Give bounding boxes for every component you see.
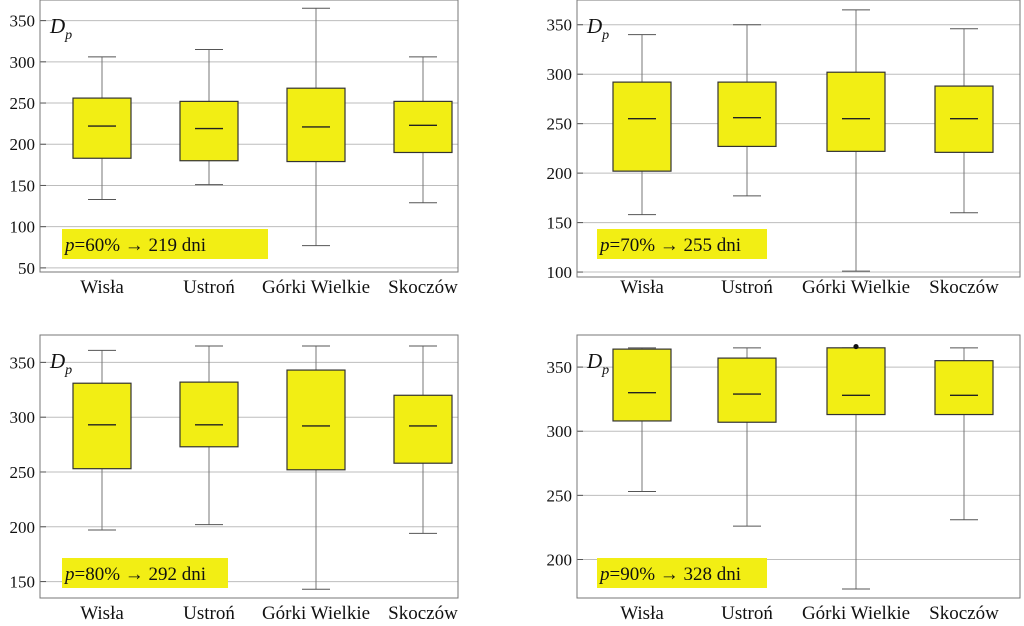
x-category-label: Górki Wielkie [802,277,910,298]
y-tick-label: 100 [10,218,36,237]
y-tick-label: 300 [547,422,573,441]
x-category-label: Skoczów [388,603,458,624]
x-category-label: Ustroń [183,277,235,298]
box-iqr [179,381,239,448]
y-tick-label: 250 [547,115,573,134]
box-iqr [286,87,346,163]
box-iqr [286,369,346,471]
y-tick-label: 200 [547,164,573,183]
x-category-label: Wisła [80,603,124,624]
box-wisła [612,34,672,216]
y-tick-label: 250 [547,486,573,505]
outlier-point [853,343,859,350]
plot-frame [576,334,1021,599]
x-category-label: Górki Wielkie [262,603,370,624]
y-tick-label: 200 [10,518,36,537]
annotation-text: p=60% → 219 dni [63,235,206,256]
x-category-label: Skoczów [388,277,458,298]
y-tick-label: 300 [10,53,36,72]
y-tick-label: 100 [547,263,573,282]
box-skoczów [393,56,453,204]
x-category-label: Skoczów [929,603,999,624]
x-category-label: Wisła [80,277,124,298]
y-tick-label: 50 [18,259,35,278]
box-iqr [179,100,239,162]
y-tick-label: 150 [10,176,36,195]
box-skoczów [393,345,453,534]
box-iqr [612,348,672,422]
x-category-label: Skoczów [929,277,999,298]
y-tick-label: 200 [547,551,573,570]
box-iqr [826,71,886,152]
box-skoczów [934,28,994,214]
box-iqr [717,81,777,148]
box-iqr [826,347,886,416]
y-tick-label: 350 [10,12,36,31]
box-iqr [72,97,132,159]
box-iqr [612,81,672,172]
annotation-text: p=70% → 255 dni [598,235,741,256]
x-category-label: Wisła [620,603,664,624]
y-tick-label: 350 [547,358,573,377]
box-ustroń [179,345,239,526]
box-ustroń [179,48,239,186]
x-category-label: Ustroń [721,603,773,624]
y-tick-label: 250 [10,463,36,482]
y-tick-label: 150 [10,573,36,592]
x-category-label: Ustroń [183,603,235,624]
box-górki-wielkie [826,9,886,272]
box-wisła [72,349,132,531]
x-category-label: Ustroń [721,277,773,298]
y-tick-label: 150 [547,214,573,233]
box-górki-wielkie [286,345,346,590]
box-iqr [393,394,453,464]
annotation-text: p=90% → 328 dni [598,564,741,585]
x-category-label: Górki Wielkie [802,603,910,624]
x-category-label: Górki Wielkie [262,277,370,298]
plot-frame [39,0,459,273]
plot-frame [576,0,1021,278]
x-category-label: Wisła [620,277,664,298]
box-ustroń [717,347,777,527]
box-iqr [717,357,777,423]
annotation-box [597,558,767,588]
box-skoczów [934,347,994,521]
annotation-box [62,558,228,588]
y-tick-label: 300 [10,408,36,427]
annotation-text: p=80% → 292 dni [63,564,206,585]
box-górki-wielkie [286,7,346,247]
box-wisła [72,56,132,200]
box-wisła [612,347,672,493]
box-ustroń [717,24,777,197]
annotation-box [597,229,767,259]
annotation-box [62,229,268,259]
y-tick-label: 250 [10,94,36,113]
box-iqr [72,382,132,470]
y-tick-label: 300 [547,65,573,84]
y-tick-label: 350 [10,353,36,372]
y-tick-label: 200 [10,135,36,154]
box-iqr [934,360,994,416]
y-tick-label: 350 [547,16,573,35]
box-iqr [393,100,453,154]
plot-frame [39,334,459,599]
box-górki-wielkie [826,347,886,590]
